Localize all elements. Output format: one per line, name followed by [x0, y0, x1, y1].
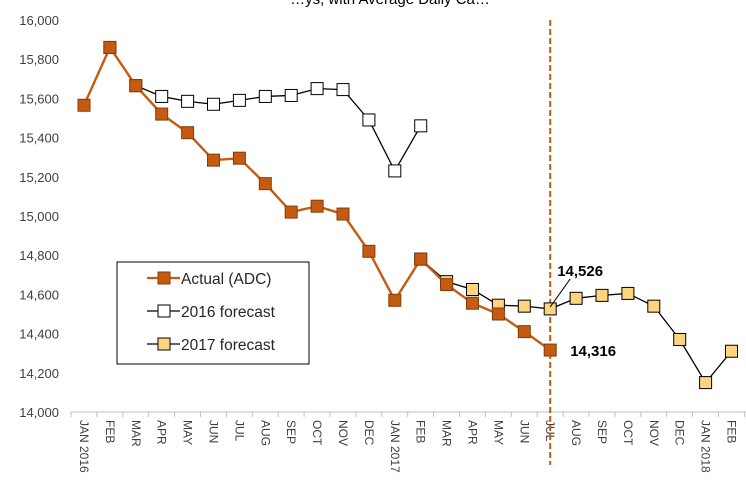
x-tick-label: DEC — [362, 420, 376, 446]
x-tick-label: MAR — [440, 420, 454, 447]
data-point — [181, 94, 195, 108]
annotation-label: 14,316 — [570, 343, 616, 360]
data-point — [543, 302, 557, 316]
legend-entry: 2017 forecast — [147, 337, 276, 354]
data-point — [310, 199, 324, 213]
data-point — [207, 97, 220, 111]
x-tick-label: OCT — [310, 420, 324, 446]
data-point — [362, 113, 376, 127]
x-tick-label: NOV — [647, 420, 661, 446]
y-tick-label: 15,400 — [19, 131, 59, 146]
annotations: 14,526 14,316 — [549, 263, 616, 360]
legend-label: Actual (ADC) — [181, 271, 271, 288]
data-point — [284, 88, 298, 102]
series-2016-forecast — [103, 40, 428, 178]
data-point — [414, 252, 428, 266]
x-tick-label: MAY — [181, 420, 195, 445]
data-point — [699, 376, 713, 390]
data-point — [362, 244, 376, 258]
data-point — [543, 343, 557, 357]
legend-label: 2016 forecast — [181, 304, 276, 321]
data-point — [310, 82, 324, 96]
legend-marker — [157, 337, 171, 351]
data-point — [673, 332, 687, 346]
data-point — [725, 344, 738, 358]
x-tick-label: JAN 2017 — [388, 420, 402, 473]
x-tick-label: APR — [466, 420, 480, 445]
y-tick-label: 14,200 — [19, 366, 59, 381]
data-point — [517, 325, 531, 339]
y-tick-label: 15,000 — [19, 209, 59, 224]
y-tick-label: 14,000 — [19, 405, 59, 420]
data-point — [258, 177, 272, 191]
data-point — [207, 153, 220, 167]
x-tick-label: AUG — [258, 420, 272, 446]
x-tick-label: APR — [155, 420, 169, 445]
data-point — [595, 288, 609, 302]
y-tick-label: 15,600 — [19, 91, 59, 106]
x-tick-label: FEB — [103, 420, 117, 443]
series-actual-adc- — [77, 40, 557, 357]
x-tick-label: SEP — [595, 420, 609, 444]
data-point — [440, 278, 454, 292]
annotation-leader — [549, 278, 571, 308]
data-point — [388, 164, 402, 178]
data-point — [621, 286, 635, 300]
legend-entry: 2016 forecast — [147, 304, 276, 321]
data-point — [491, 307, 505, 321]
x-tick-label: OCT — [621, 420, 635, 446]
data-point — [569, 291, 583, 305]
series-layer — [77, 40, 738, 390]
data-point — [258, 89, 272, 103]
x-tick-label: MAY — [491, 420, 505, 445]
data-point — [155, 89, 169, 103]
data-point — [414, 119, 428, 133]
x-tick-label: JAN 2016 — [77, 420, 91, 473]
data-point — [388, 293, 402, 307]
x-tick-label: JUN — [207, 420, 221, 443]
data-point — [155, 107, 169, 121]
data-point — [517, 299, 531, 313]
x-tick-label: JAN 2018 — [699, 420, 713, 473]
x-tick-label: DEC — [673, 420, 687, 446]
x-tick-label: FEB — [414, 420, 428, 443]
x-tick-label: FEB — [725, 420, 739, 443]
legend-marker — [157, 271, 171, 285]
legend-label: 2017 forecast — [181, 337, 276, 354]
data-point — [336, 83, 350, 97]
y-tick-label: 15,200 — [19, 170, 59, 185]
data-point — [466, 296, 479, 310]
annotation-label: 14,526 — [557, 263, 603, 280]
x-tick-label: JUL — [232, 420, 246, 442]
y-tick-label: 14,800 — [19, 248, 59, 263]
y-axis: 14,000 14,200 14,400 14,600 14,800 15,000 15,2… — [19, 13, 59, 420]
data-point — [103, 40, 117, 54]
data-point — [232, 151, 246, 165]
data-point — [181, 126, 195, 140]
y-tick-label: 16,000 — [19, 13, 59, 28]
x-axis: JAN 2016 FEB MAR APR MAY JUN JUL AUG SEP OCT NOV DE… — [70, 411, 746, 473]
x-tick-label: JUN — [517, 420, 531, 443]
x-tick-label: AUG — [569, 420, 583, 446]
data-point — [232, 93, 246, 107]
y-tick-label: 15,800 — [19, 52, 59, 67]
data-point — [336, 207, 350, 221]
chart-title: …ys, with Average Daily Ca… — [290, 0, 490, 8]
x-tick-label: MAR — [129, 420, 143, 447]
x-tick-label: NOV — [336, 420, 350, 446]
y-tick-label: 14,600 — [19, 287, 59, 302]
data-point — [466, 283, 479, 296]
legend-entry: Actual (ADC) — [147, 271, 271, 288]
x-tick-label: SEP — [284, 420, 298, 444]
data-point — [284, 205, 298, 219]
y-tick-label: 14,400 — [19, 327, 59, 342]
data-point — [647, 299, 661, 313]
data-point — [77, 98, 91, 112]
legend-marker — [157, 304, 171, 318]
data-point — [129, 79, 143, 93]
legend: Actual (ADC) 2016 forecast 2017 forecast — [116, 261, 310, 365]
